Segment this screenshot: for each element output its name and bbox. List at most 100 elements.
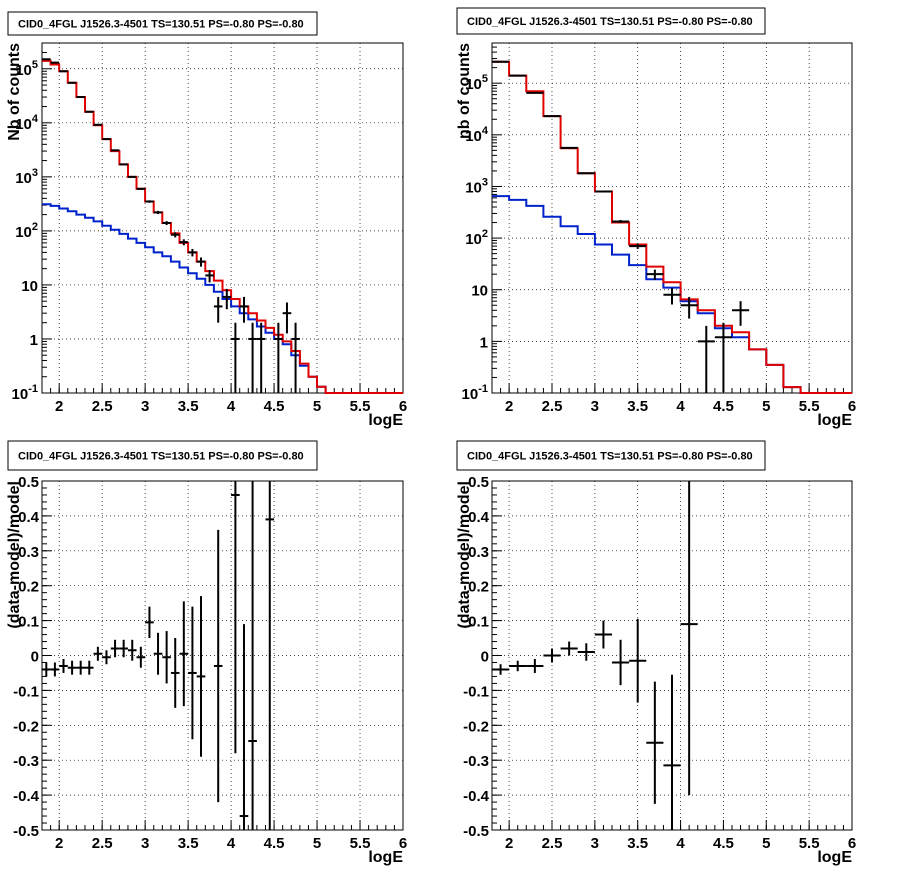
y-tick-label: -0.5 [463, 823, 489, 840]
data-point [127, 175, 137, 178]
residual-point [179, 601, 189, 707]
y-tick-label: 102 [465, 228, 488, 248]
data-point [274, 322, 283, 393]
residual-point [231, 481, 240, 754]
x-axis-title: logE [817, 412, 852, 429]
y-tick-label: 0.4 [18, 509, 40, 526]
residual-point [663, 674, 681, 830]
x-axis-title: logE [368, 412, 403, 429]
residual-point [162, 631, 171, 684]
residual-point [577, 643, 595, 661]
x-tick-label: 3.5 [178, 398, 199, 415]
data-point [188, 248, 197, 257]
residual-point [612, 639, 630, 686]
residual-point [84, 660, 94, 675]
y-axis-title: (data-model)/model [456, 481, 473, 629]
x-axis-title: logE [368, 849, 403, 866]
chart-panel-1: CID0_4FGL J1526.3-4501 TS=130.51 PS=-0.8… [6, 11, 407, 429]
chart-title: CID0_4FGL J1526.3-4501 TS=130.51 PS=-0.8… [18, 19, 304, 31]
y-tick-label: -0.4 [13, 788, 40, 805]
x-tick-label: 4 [227, 398, 236, 415]
x-tick-label: 2 [505, 835, 513, 852]
data-point [714, 322, 732, 393]
x-tick-label: 5.5 [799, 835, 820, 852]
residual-point [170, 638, 180, 708]
residual-point [492, 664, 510, 675]
x-tick-label: 3.5 [627, 835, 648, 852]
data-point [646, 269, 664, 280]
y-tick-label: 0.1 [468, 614, 489, 631]
x-tick-label: 5 [762, 835, 770, 852]
data-point [153, 210, 163, 215]
x-tick-label: 2 [55, 398, 63, 415]
x-tick-label: 4.5 [713, 398, 734, 415]
residual-point [188, 606, 197, 740]
residual-point [629, 618, 647, 703]
residual-point [153, 632, 163, 675]
y-tick-label: -0.4 [463, 788, 490, 805]
x-tick-label: 2.5 [542, 398, 563, 415]
residual-point [119, 639, 128, 658]
x-tick-label: 6 [399, 398, 407, 415]
y-tick-label: 0.5 [18, 474, 39, 491]
residual-point [265, 481, 275, 830]
x-tick-label: 3 [141, 398, 149, 415]
y-tick-label: 10-1 [462, 383, 488, 403]
x-axis-title: logE [817, 849, 852, 866]
y-tick-label: -0.1 [463, 683, 489, 700]
y-tick-label: 0.1 [18, 614, 39, 631]
y-tick-label: 0.2 [18, 579, 39, 596]
data-point [196, 257, 206, 267]
x-tick-label: 2.5 [92, 398, 113, 415]
residual-point [110, 639, 120, 658]
data-point [291, 322, 300, 393]
y-tick-label: 103 [465, 176, 488, 196]
x-tick-label: 2 [505, 398, 513, 415]
y-tick-label: 102 [15, 221, 38, 241]
y-tick-label: -0.1 [13, 683, 39, 700]
x-tick-label: 5.5 [350, 835, 371, 852]
data-point [560, 146, 578, 149]
data-point [663, 287, 681, 305]
x-tick-label: 2 [55, 835, 63, 852]
y-tick-label: -0.3 [463, 753, 489, 770]
model-total-line [492, 60, 852, 394]
x-tick-label: 3.5 [178, 835, 199, 852]
residual-point [67, 660, 77, 675]
data-point [102, 138, 111, 141]
residual-point [145, 606, 154, 639]
residual-point [93, 646, 103, 661]
y-tick-label: 10 [21, 278, 38, 295]
residual-point [248, 481, 257, 830]
y-tick-label: 0 [31, 649, 39, 666]
y-tick-label: -0.5 [13, 823, 39, 840]
data-point [205, 270, 214, 283]
x-tick-label: 5 [313, 835, 321, 852]
x-tick-label: 4.5 [264, 835, 285, 852]
data-point [680, 296, 698, 319]
y-tick-label: 0 [481, 649, 489, 666]
data-point [577, 172, 595, 175]
y-tick-label: 1 [30, 332, 38, 349]
data-point [110, 149, 120, 152]
x-tick-label: 6 [848, 398, 856, 415]
residual-point [509, 660, 527, 672]
data-point [282, 302, 292, 334]
chart-title: CID0_4FGL J1526.3-4501 TS=130.51 PS=-0.8… [18, 451, 304, 463]
y-tick-label: 105 [465, 73, 488, 93]
x-tick-label: 4 [676, 398, 685, 415]
x-tick-label: 4.5 [713, 835, 734, 852]
x-tick-label: 4.5 [264, 398, 285, 415]
title-box [456, 7, 766, 35]
residual-point [42, 662, 51, 677]
data-point [213, 296, 223, 323]
y-tick-label: 10 [471, 283, 488, 300]
residual-point [239, 624, 249, 830]
title-box [7, 11, 318, 36]
title-box [456, 440, 766, 471]
plot-frame [41, 42, 404, 394]
x-tick-label: 5.5 [799, 398, 820, 415]
x-tick-label: 5 [762, 398, 770, 415]
y-axis-title: (data-model)/model [6, 481, 23, 629]
